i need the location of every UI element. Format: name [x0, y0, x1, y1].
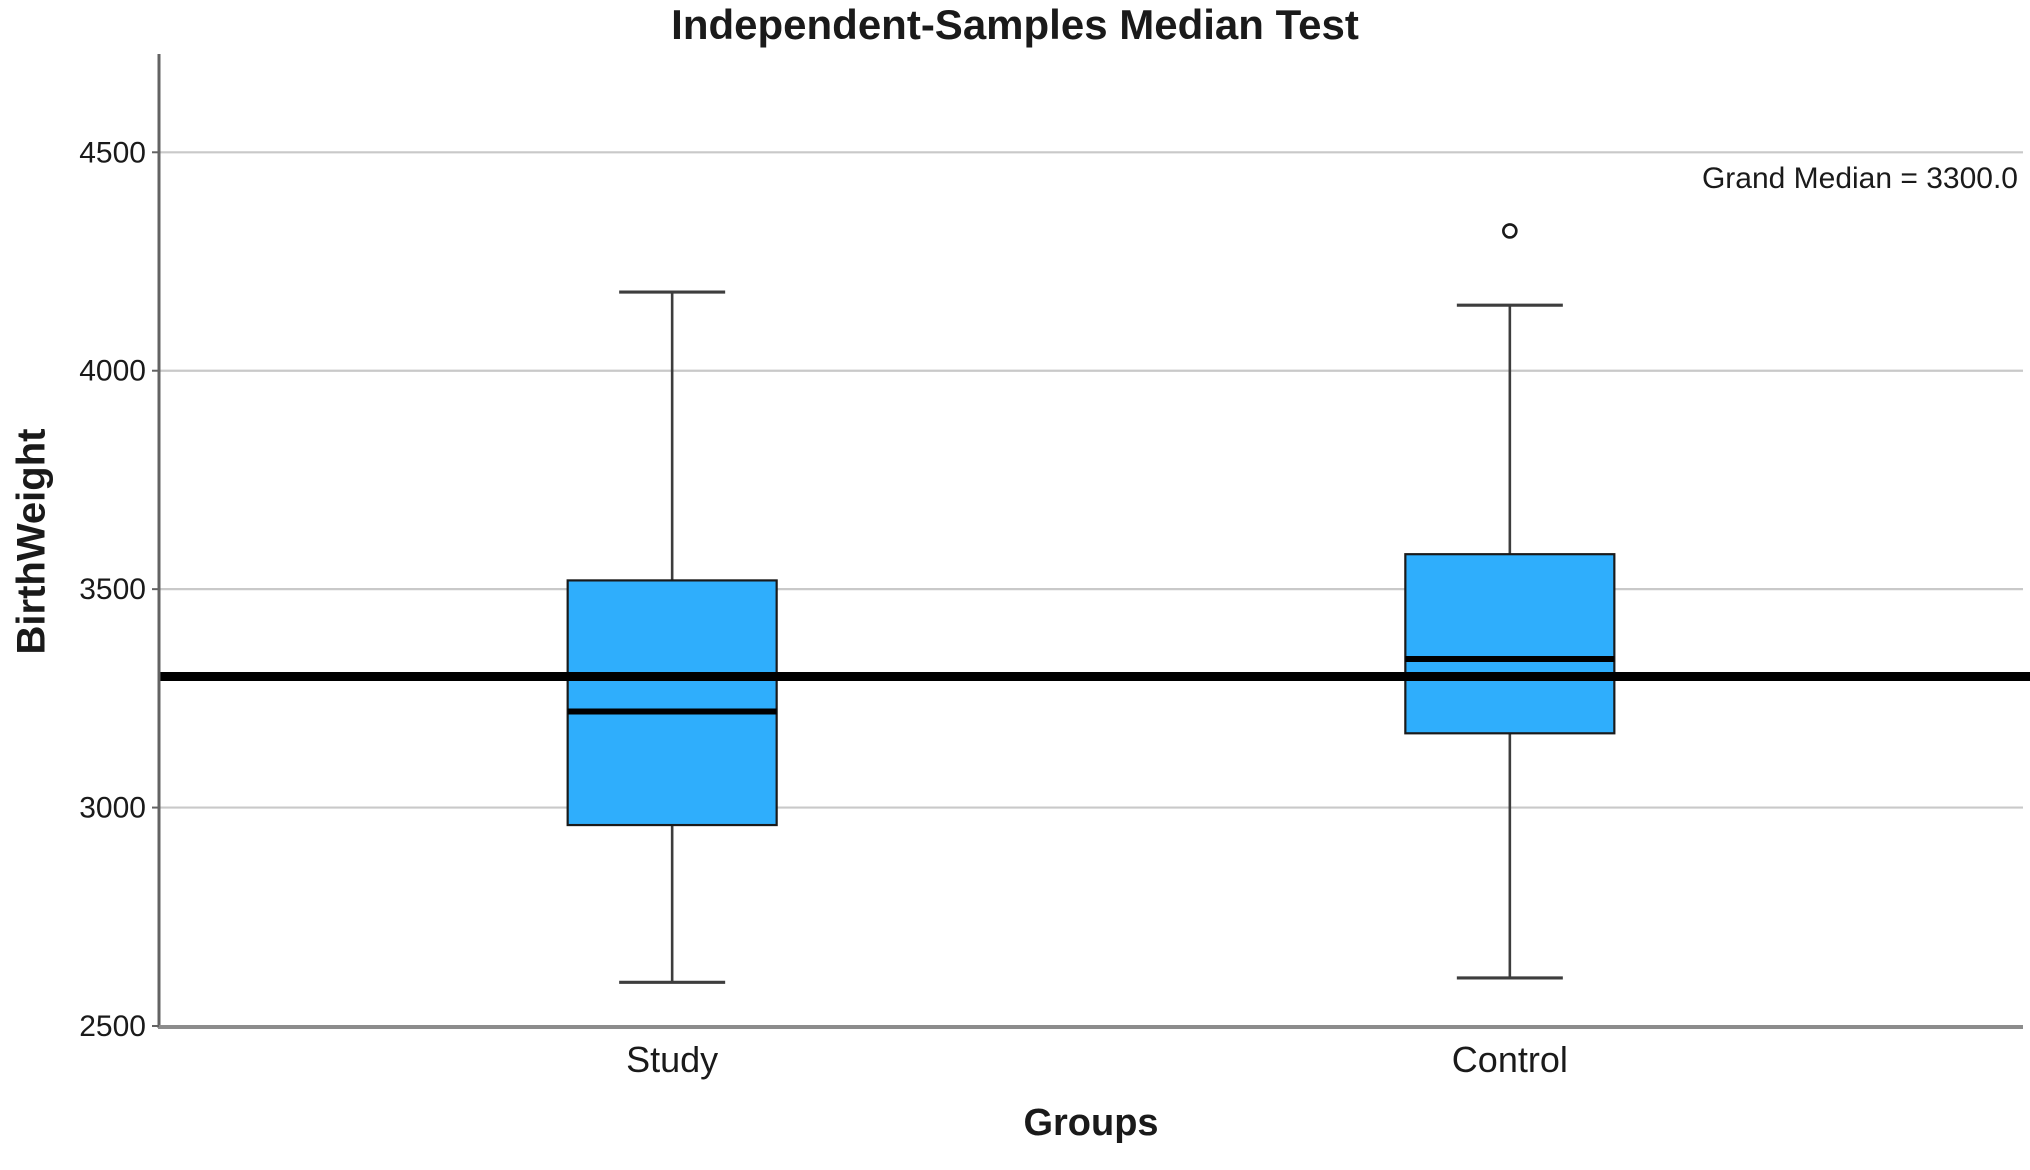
- category-label-control: Control: [1452, 1039, 1568, 1080]
- category-label-study: Study: [626, 1039, 718, 1080]
- y-tick-label: 4000: [79, 355, 146, 388]
- box-study: [566, 579, 778, 827]
- y-tick-label: 4500: [79, 136, 146, 169]
- y-axis-title: BirthWeight: [9, 428, 54, 655]
- y-tick-label: 2500: [79, 1010, 146, 1043]
- y-tick-label: 3500: [79, 573, 146, 606]
- chart-title: Independent-Samples Median Test: [671, 1, 1359, 48]
- outlier-point-control: [1502, 223, 1518, 239]
- box-control: [1404, 553, 1616, 735]
- x-axis-title: Groups: [1023, 1102, 1159, 1144]
- grand-median-annotation: Grand Median = 3300.0: [1701, 162, 2018, 195]
- y-tick-label: 3000: [79, 792, 146, 825]
